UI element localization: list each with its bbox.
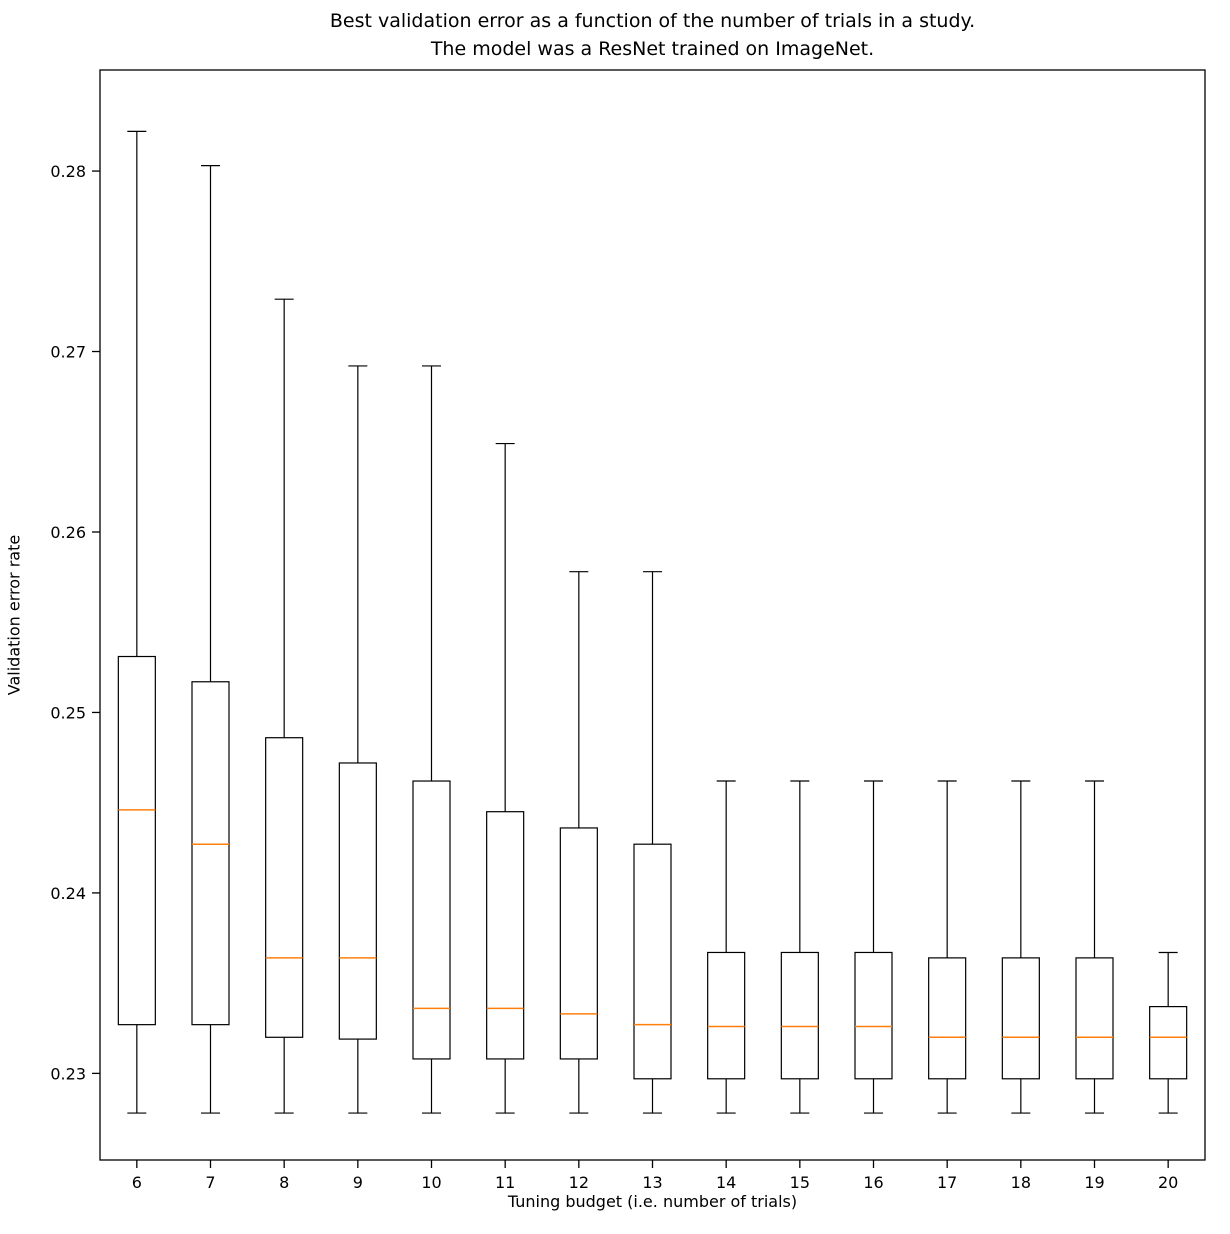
x-tick-label: 8 [279,1173,289,1192]
box [633,843,672,1080]
x-tick-label: 17 [937,1173,957,1192]
y-tick-label: 0.26 [50,523,86,542]
y-tick-label: 0.24 [50,884,86,903]
x-tick-label: 16 [863,1173,883,1192]
box [412,780,451,1060]
y-tick-label: 0.27 [50,343,86,362]
x-tick-label: 18 [1011,1173,1031,1192]
box [1075,957,1114,1080]
box [1149,1006,1188,1080]
x-tick-label: 19 [1084,1173,1104,1192]
box [191,681,230,1026]
box [780,951,819,1080]
x-tick-label: 12 [569,1173,589,1192]
x-tick-label: 10 [421,1173,441,1192]
box [707,951,746,1080]
box [928,957,967,1080]
x-tick-label: 15 [790,1173,810,1192]
x-tick-label: 6 [132,1173,142,1192]
box [854,951,893,1080]
x-tick-label: 20 [1158,1173,1178,1192]
y-tick-label: 0.25 [50,703,86,722]
box [338,762,377,1040]
box [486,811,525,1060]
box [117,655,156,1026]
x-tick-label: 11 [495,1173,515,1192]
box [265,737,304,1038]
chart-title: Best validation error as a function of t… [100,8,1205,63]
x-axis-label: Tuning budget (i.e. number of trials) [507,1192,798,1211]
chart-title-line2: The model was a ResNet trained on ImageN… [430,37,875,60]
y-axis-label: Validation error rate [4,534,24,696]
box [559,827,598,1060]
y-tick-label: 0.28 [50,162,86,181]
y-tick-label: 0.23 [50,1064,86,1083]
x-tick-label: 9 [353,1173,363,1192]
chart-title-line1: Best validation error as a function of t… [329,10,976,32]
x-tick-label: 13 [642,1173,662,1192]
x-tick-label: 14 [716,1173,736,1192]
box [1001,957,1040,1080]
x-tick-label: 7 [205,1173,215,1192]
